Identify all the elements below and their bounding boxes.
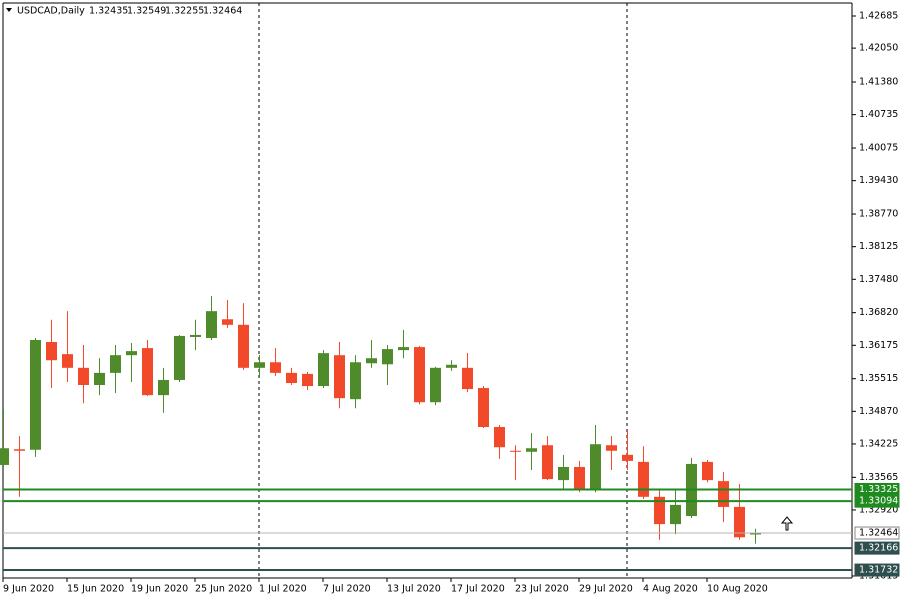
- y-tick-label: 1.34870: [859, 406, 898, 417]
- candle-body: [398, 347, 409, 351]
- candle-body: [638, 461, 649, 497]
- x-tick-label: 17 Jul 2020: [451, 584, 505, 595]
- candle-body: [158, 379, 169, 396]
- candle-body: [46, 342, 57, 361]
- x-tick-label: 23 Jul 2020: [515, 584, 569, 595]
- candle-body: [414, 347, 425, 403]
- y-tick-label: 1.33565: [859, 472, 898, 483]
- candle-body: [526, 448, 537, 452]
- candle-body: [366, 358, 377, 364]
- candle-body: [318, 353, 329, 387]
- y-tick-label: 1.38770: [859, 209, 898, 220]
- ohlc-close: 1.32464: [203, 6, 242, 17]
- y-tick-label: 1.35515: [859, 373, 898, 384]
- x-tick-label: 7 Jul 2020: [323, 584, 371, 595]
- candle-body: [494, 427, 505, 448]
- candle-body: [126, 351, 137, 356]
- x-tick-label: 4 Aug 2020: [643, 584, 698, 595]
- candle-body: [62, 354, 73, 368]
- candle-body: [670, 504, 681, 525]
- level-label: 1.33325: [859, 484, 898, 495]
- candle-body: [574, 466, 585, 490]
- candle-body: [0, 448, 9, 465]
- y-tick-label: 1.40735: [859, 109, 898, 120]
- x-tick-label: 13 Jul 2020: [387, 584, 441, 595]
- candle-body: [206, 311, 217, 338]
- candle-body: [510, 450, 521, 452]
- ohlc-high: 1.32549: [127, 6, 166, 17]
- x-tick-label: 9 Jun 2020: [3, 584, 54, 595]
- candle-body: [750, 533, 761, 535]
- level-label-box: [854, 494, 900, 508]
- candle-body: [558, 466, 569, 481]
- y-tick-label: 1.36820: [859, 307, 898, 318]
- level-label-box: [854, 563, 900, 577]
- y-tick-label: 1.42050: [859, 43, 898, 54]
- candle-body: [654, 496, 665, 525]
- candle-body: [238, 324, 249, 368]
- y-tick-label: 1.38125: [859, 241, 898, 252]
- x-tick-label: 29 Jul 2020: [579, 584, 633, 595]
- y-tick-label: 1.42685: [859, 11, 898, 22]
- candle-body: [94, 372, 105, 386]
- candle-body: [702, 461, 713, 481]
- candle-body: [478, 388, 489, 428]
- candle-body: [142, 348, 153, 396]
- chart-title: USDCAD,Daily: [17, 6, 85, 17]
- candle-body: [14, 449, 25, 451]
- candle-body: [542, 445, 553, 480]
- x-tick-label: 25 Jun 2020: [195, 584, 252, 595]
- candle-body: [110, 355, 121, 373]
- x-tick-label: 19 Jun 2020: [131, 584, 188, 595]
- candle-body: [734, 506, 745, 538]
- candle-body: [350, 362, 361, 400]
- candle-body: [222, 319, 233, 325]
- candle-body: [606, 445, 617, 451]
- y-tick-label: 1.39430: [859, 175, 898, 186]
- x-tick-label: 15 Jun 2020: [67, 584, 124, 595]
- candle-body: [302, 373, 313, 387]
- arrow-object[interactable]: [780, 516, 794, 531]
- level-label: 1.32166: [859, 543, 898, 554]
- x-tick-label: 1 Jul 2020: [259, 584, 307, 595]
- level-label: 1.33094: [859, 496, 898, 507]
- y-tick-label: 1.40075: [859, 143, 898, 154]
- candle-body: [190, 334, 201, 337]
- level-label-box: [854, 541, 900, 555]
- candle-body: [718, 481, 729, 507]
- level-label: 1.32464: [859, 528, 898, 539]
- symbol-menu-arrow[interactable]: [6, 8, 12, 12]
- candle-body: [462, 367, 473, 390]
- candle-body: [254, 362, 265, 368]
- candle-body: [382, 349, 393, 365]
- candle-body: [30, 339, 41, 450]
- candle-body: [430, 367, 441, 403]
- y-tick-label: 1.41380: [859, 77, 898, 88]
- candle-body: [78, 367, 89, 386]
- ohlc-open: 1.32435: [89, 6, 128, 17]
- y-tick-label: 1.32920: [859, 504, 898, 515]
- level-label: 1.31732: [859, 565, 898, 576]
- candle-body: [446, 364, 457, 368]
- x-tick-label: 10 Aug 2020: [707, 584, 768, 595]
- candle-body: [174, 335, 185, 380]
- level-label-box: [854, 526, 900, 540]
- y-tick-label: 1.36175: [859, 340, 898, 351]
- candle-body: [270, 362, 281, 373]
- candle-body: [622, 454, 633, 461]
- candle-body: [590, 444, 601, 491]
- candle-body: [286, 372, 297, 383]
- ohlc-low: 1.32255: [165, 6, 204, 17]
- y-tick-label: 1.34225: [859, 438, 898, 449]
- candle-body: [334, 355, 345, 399]
- y-tick-label: 1.37480: [859, 274, 898, 285]
